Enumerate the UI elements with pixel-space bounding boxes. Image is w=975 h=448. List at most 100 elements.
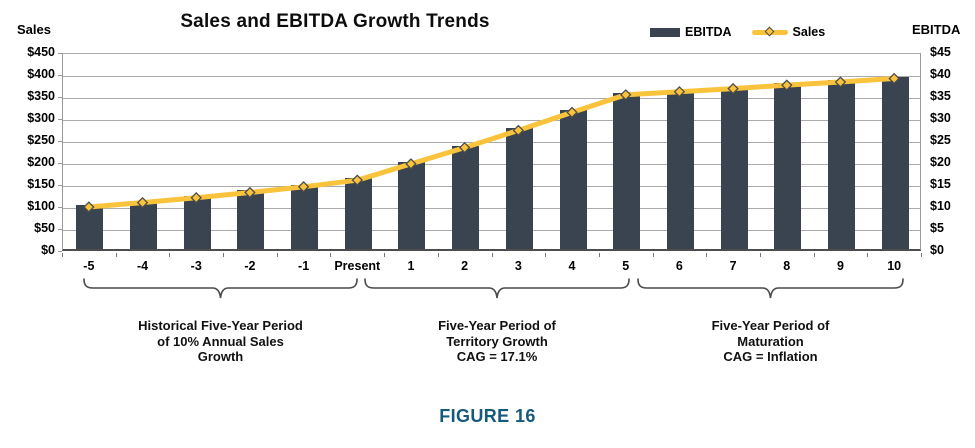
left-axis-tick-label: $300 <box>27 111 55 125</box>
x-axis-tick <box>652 253 654 257</box>
ebitda-bar <box>720 86 748 249</box>
legend-item-sales: Sales <box>751 25 826 39</box>
ebitda-bar <box>344 178 372 249</box>
left-axis-tick <box>58 185 62 186</box>
x-axis-category-label: 1 <box>407 259 415 273</box>
x-axis-tick <box>169 253 171 257</box>
x-axis-tick <box>759 253 761 257</box>
left-axis-tick-label: $450 <box>27 45 55 59</box>
period-annotation-line: Maturation <box>737 333 804 349</box>
left-axis-tick-label: $250 <box>27 133 55 147</box>
ebitda-bar <box>130 200 158 249</box>
period-annotation-line: CAG = 17.1% <box>456 349 538 364</box>
x-axis-tick <box>867 253 869 257</box>
x-axis-tick <box>330 253 332 257</box>
right-axis-tick-label: $20 <box>930 155 951 169</box>
x-axis-tick <box>706 253 708 257</box>
x-axis-tick <box>276 253 278 257</box>
gridline <box>63 76 920 77</box>
left-axis-tick-label: $150 <box>27 177 55 191</box>
x-axis-category-label: 10 <box>887 259 902 273</box>
x-axis-tick <box>921 253 922 257</box>
x-axis-category-label: -1 <box>298 259 310 273</box>
ebitda-bar <box>827 80 855 249</box>
ebitda-bar <box>183 195 211 249</box>
x-axis-category-label: -5 <box>83 259 95 273</box>
period-annotation-line: Five-Year Period of <box>438 318 556 333</box>
legend-label-ebitda: EBITDA <box>685 25 732 39</box>
right-axis-tick-label: $15 <box>930 177 951 191</box>
right-axis-tick-label: $10 <box>930 199 951 213</box>
x-axis-category-label: -3 <box>190 259 202 273</box>
left-axis-tick-label: $350 <box>27 89 55 103</box>
legend: EBITDA Sales <box>650 25 825 39</box>
left-axis-tick <box>58 229 62 230</box>
x-axis-tick <box>491 253 493 257</box>
left-axis-tick-label: $100 <box>27 199 55 213</box>
x-axis-tick <box>223 253 225 257</box>
left-axis-tick-label: $50 <box>34 221 55 235</box>
ebitda-bar <box>774 83 802 249</box>
left-axis-tick <box>58 163 62 164</box>
ebitda-bar <box>76 205 104 249</box>
right-axis-title: EBITDA <box>912 22 961 37</box>
right-axis-tick-label: $5 <box>930 221 944 235</box>
x-axis-tick <box>437 253 439 257</box>
period-annotation: Five-Year Period of Maturation CAG = Infla… <box>621 318 921 365</box>
period-annotation-line: CAG = Inflation <box>723 349 818 364</box>
right-axis-tick-label: $35 <box>930 89 951 103</box>
x-axis-category-label: 5 <box>622 259 630 273</box>
chart-title: Sales and EBITDA Growth Trends <box>180 11 490 32</box>
x-axis-category-label: 4 <box>568 259 576 273</box>
right-axis-tick-label: $25 <box>930 133 951 147</box>
x-axis-tick <box>62 253 63 257</box>
period-brace <box>364 278 630 299</box>
ebitda-bar <box>291 184 319 249</box>
x-axis-tick <box>545 253 547 257</box>
left-axis-tick <box>58 75 62 76</box>
gridline <box>63 230 920 231</box>
left-axis-tick <box>58 119 62 120</box>
x-axis-category-label: 9 <box>836 259 844 273</box>
ebitda-bar <box>505 128 533 249</box>
left-axis-tick <box>58 251 62 252</box>
period-annotation: Historical Five-Year Period of 10% Annual… <box>71 318 371 365</box>
left-axis-title: Sales <box>17 22 51 37</box>
ebitda-bar <box>666 89 694 249</box>
x-axis-tick <box>384 253 386 257</box>
right-axis-tick-label: $45 <box>930 45 951 59</box>
x-axis-tick <box>813 253 815 257</box>
left-axis-tick <box>58 53 62 54</box>
left-axis-tick-label: $400 <box>27 67 55 81</box>
figure-caption: FIGURE 16 <box>439 406 536 426</box>
legend-label-sales: Sales <box>792 25 826 39</box>
ebitda-bar-swatch-icon <box>650 27 680 37</box>
x-axis-category-label: 8 <box>783 259 791 273</box>
period-brace <box>637 278 904 299</box>
ebitda-bar <box>559 110 587 249</box>
x-axis-category-label: -2 <box>244 259 256 273</box>
ebitda-bar <box>881 76 909 249</box>
left-axis-tick <box>58 141 62 142</box>
left-axis-tick-label: $200 <box>27 155 55 169</box>
sales-line-swatch-icon <box>751 26 788 38</box>
right-axis-tick-label: $30 <box>930 111 951 125</box>
period-annotation-line: Five-Year Period of <box>711 318 830 333</box>
period-annotation-line: Growth <box>197 349 244 364</box>
x-axis-tick <box>598 253 600 257</box>
ebitda-bar <box>613 92 641 249</box>
period-annotation-line: Historical Five-Year Period <box>138 318 303 333</box>
left-axis-tick <box>58 207 62 208</box>
x-axis-category-label: -4 <box>136 259 149 273</box>
x-axis-category-label: 3 <box>514 259 522 273</box>
legend-item-ebitda: EBITDA <box>650 25 732 39</box>
x-axis-category-label: 2 <box>461 259 469 273</box>
left-axis-tick <box>58 97 62 98</box>
right-axis-tick-label: $40 <box>930 67 951 81</box>
period-annotation-line: of 10% Annual Sales <box>157 333 284 349</box>
ebitda-bar <box>237 190 265 249</box>
period-annotation: Five-Year Period of Territory Growth CAG =… <box>347 318 647 365</box>
left-axis-tick-label: $0 <box>41 243 55 257</box>
ebitda-bar <box>452 145 480 249</box>
